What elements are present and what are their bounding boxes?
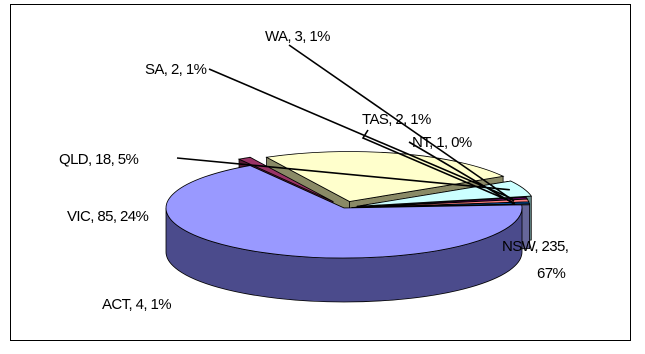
slice-act	[237, 156, 334, 202]
label-act: ACT, 4, 1%	[102, 296, 171, 313]
label-wa: WA, 3, 1%	[265, 28, 330, 45]
leader-line-sa	[208, 68, 514, 200]
leader-line-tas	[361, 129, 516, 204]
slice-labels: NSW, 235, 67% ACT, 4, 1% VIC, 85, 24% QL…	[59, 28, 569, 313]
label-tas: TAS, 2, 1%	[362, 111, 431, 128]
leader-line-nt	[408, 141, 516, 206]
leader-lines	[176, 44, 516, 206]
chart-frame: NSW, 235, 67% ACT, 4, 1% VIC, 85, 24% QL…	[10, 4, 631, 341]
label-vic: VIC, 85, 24%	[67, 208, 148, 225]
label-nt: NT, 1, 0%	[412, 134, 472, 151]
label-nsw: NSW, 235,	[502, 238, 568, 255]
label-sa: SA, 2, 1%	[145, 61, 207, 78]
pie-chart: NSW, 235, 67% ACT, 4, 1% VIC, 85, 24% QL…	[59, 28, 569, 313]
leader-line-wa	[288, 44, 515, 202]
leader-line-qld	[176, 157, 510, 191]
slice-nsw	[165, 165, 523, 259]
label-nsw-percent: 67%	[537, 265, 565, 282]
label-qld: QLD, 18, 5%	[59, 151, 139, 168]
